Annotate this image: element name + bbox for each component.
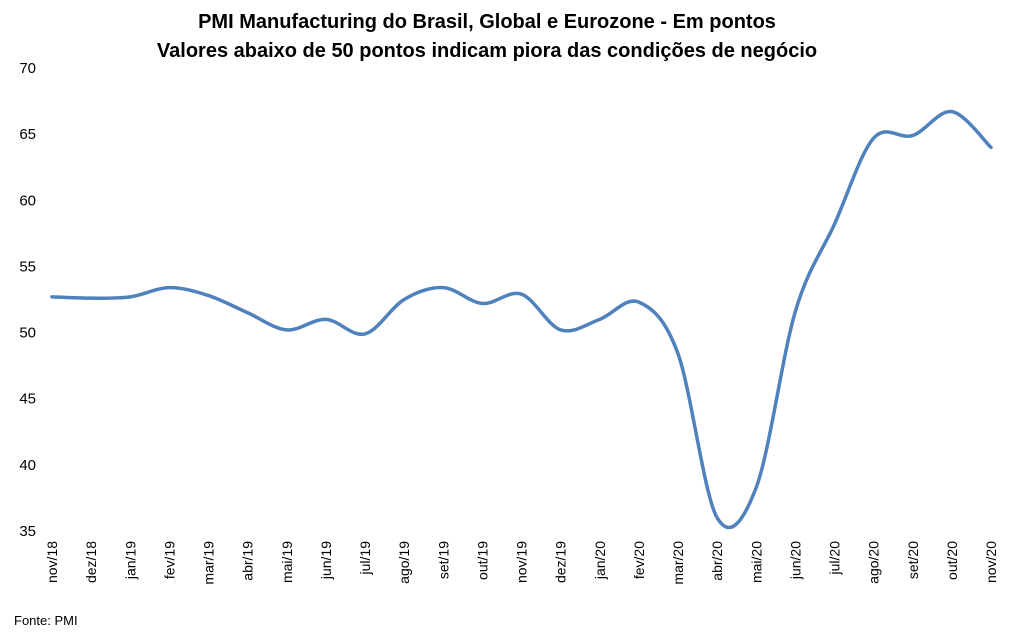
source-note: Fonte: PMI (14, 613, 78, 628)
x-tick-label: fev/19 (161, 541, 177, 579)
data-point (558, 327, 564, 333)
x-tick-label: nov/18 (44, 541, 60, 583)
y-axis-ticks: 35 40 45 50 55 60 65 70 (19, 60, 36, 540)
x-tick-label: jun/20 (787, 541, 803, 580)
x-tick-label: jan/19 (122, 541, 138, 580)
data-point (910, 132, 916, 138)
x-tick-label: dez/19 (553, 541, 569, 583)
data-point (832, 221, 838, 227)
data-point (440, 285, 446, 291)
data-point (597, 316, 603, 322)
x-tick-label: jan/20 (592, 541, 608, 580)
y-tick-label: 55 (19, 258, 36, 275)
x-tick-label: ago/19 (396, 541, 412, 584)
data-point (871, 135, 877, 141)
x-tick-label: jul/20 (827, 541, 843, 576)
x-tick-label: jun/19 (318, 541, 334, 580)
x-tick-label: set/20 (905, 541, 921, 579)
data-point (362, 331, 368, 337)
data-point (753, 484, 759, 490)
x-tick-label: mar/19 (201, 541, 217, 585)
data-point (245, 310, 251, 316)
data-point (519, 291, 525, 297)
data-point (714, 515, 720, 521)
data-point (166, 285, 172, 291)
x-tick-label: dez/18 (83, 541, 99, 583)
y-tick-label: 60 (19, 192, 36, 209)
x-tick-label: out/19 (474, 541, 490, 580)
data-point (675, 351, 681, 357)
x-tick-label: mai/20 (748, 541, 764, 583)
x-tick-label: nov/20 (983, 541, 999, 583)
chart-title: PMI Manufacturing do Brasil, Global e Eu… (198, 11, 776, 33)
data-point (988, 144, 994, 150)
x-tick-label: mar/20 (670, 541, 686, 585)
y-tick-label: 35 (19, 523, 36, 540)
y-tick-label: 70 (19, 60, 36, 77)
x-tick-label: abr/20 (709, 541, 725, 581)
x-tick-label: out/20 (944, 541, 960, 580)
data-point (949, 109, 955, 115)
x-tick-label: abr/19 (240, 541, 256, 581)
data-point (49, 294, 55, 300)
data-point (284, 327, 290, 333)
data-point (323, 316, 329, 322)
x-tick-label: nov/19 (514, 541, 530, 583)
y-tick-label: 65 (19, 126, 36, 143)
data-point (88, 295, 94, 301)
y-tick-label: 50 (19, 325, 36, 342)
data-point (401, 297, 407, 303)
x-axis-ticks: nov/18 dez/18 jan/19 fev/19 mar/19 abr/19 mai/… (44, 541, 999, 585)
x-tick-label: fev/20 (631, 541, 647, 579)
data-point (206, 293, 212, 299)
data-point (479, 300, 485, 306)
data-point (127, 294, 133, 300)
y-tick-label: 40 (19, 457, 36, 474)
x-tick-label: mai/19 (279, 541, 295, 583)
series-layer (49, 109, 994, 530)
chart-subtitle: Valores abaixo de 50 pontos indicam pior… (157, 40, 817, 62)
series-line (50, 109, 993, 530)
x-tick-label: ago/20 (866, 541, 882, 584)
x-tick-label: jul/19 (357, 541, 373, 576)
y-tick-label: 45 (19, 391, 36, 408)
x-tick-label: set/19 (435, 541, 451, 579)
data-point (792, 308, 798, 314)
data-point (636, 299, 642, 305)
